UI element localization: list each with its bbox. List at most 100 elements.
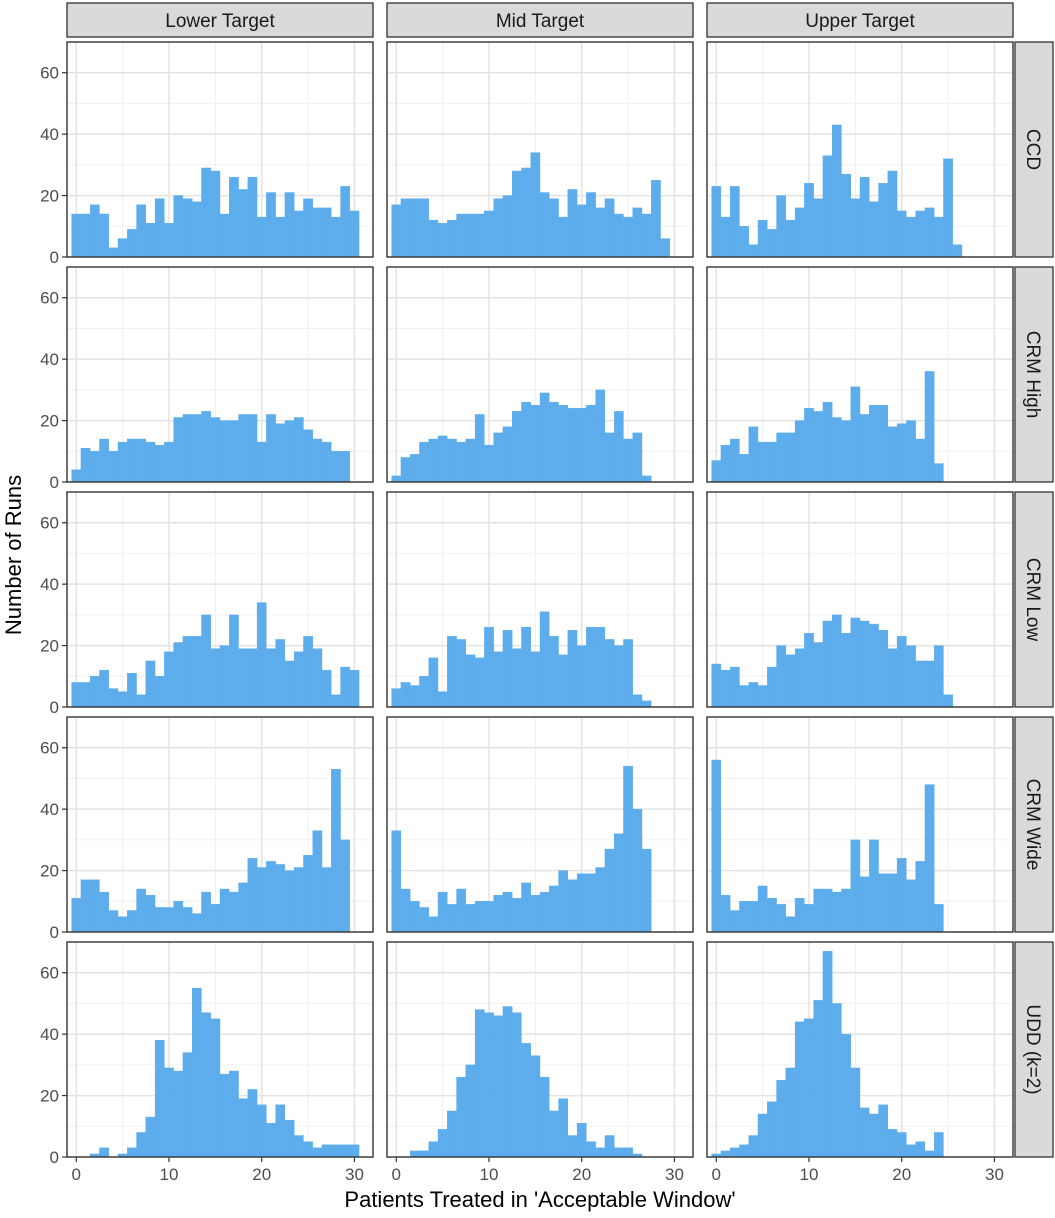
histogram-bar xyxy=(474,213,485,258)
histogram-bar xyxy=(767,666,777,708)
histogram-bar xyxy=(201,891,211,933)
histogram-bar xyxy=(623,765,633,933)
histogram-bar xyxy=(437,691,448,708)
histogram-bar xyxy=(182,1052,193,1158)
histogram-bar xyxy=(641,475,652,483)
histogram-bar xyxy=(145,660,156,708)
histogram-bar xyxy=(869,623,879,708)
histogram-bar xyxy=(99,669,109,708)
histogram-bar xyxy=(539,611,550,708)
histogram-bar xyxy=(312,207,323,258)
histogram-bar xyxy=(850,1067,861,1158)
panel-crm-low-lower-target xyxy=(66,491,374,708)
histogram-bar xyxy=(794,1021,805,1158)
histogram-bar xyxy=(539,891,550,933)
histogram-bar xyxy=(321,669,332,708)
histogram-bar xyxy=(331,769,341,933)
histogram-bar xyxy=(284,870,295,933)
column-strip-label: Mid Target xyxy=(496,11,585,32)
histogram-bar xyxy=(284,1119,295,1158)
histogram-bar xyxy=(238,189,249,258)
histogram-bar xyxy=(850,386,861,483)
histogram-bar xyxy=(924,660,935,708)
histogram-bar xyxy=(632,432,643,483)
histogram-bar xyxy=(247,1089,258,1158)
histogram-bar xyxy=(437,1129,448,1158)
histogram-bar xyxy=(247,648,258,708)
panel-border xyxy=(706,491,1014,708)
y-tick-label: 20 xyxy=(40,1087,59,1106)
histogram-bar xyxy=(229,176,239,258)
histogram-bar xyxy=(521,882,531,933)
histogram-bar xyxy=(623,438,633,483)
histogram-bar xyxy=(859,620,870,708)
histogram-bar xyxy=(785,654,796,708)
y-tick-label: 40 xyxy=(40,125,59,144)
histogram-bar xyxy=(502,195,513,258)
histogram-bar xyxy=(136,888,147,933)
histogram-bar xyxy=(757,685,768,708)
histogram-bar xyxy=(641,848,652,933)
x-tick-label: 10 xyxy=(160,1165,179,1184)
histogram-bar xyxy=(182,414,193,483)
histogram-bar xyxy=(502,630,513,708)
histogram-bar xyxy=(896,423,907,483)
histogram-bar xyxy=(99,891,109,933)
histogram-bar xyxy=(641,700,652,708)
histogram-bar xyxy=(831,891,842,933)
histogram-bar xyxy=(511,648,522,708)
histogram-bar xyxy=(576,408,587,483)
histogram-bar xyxy=(576,1123,587,1158)
panel-crm-wide-upper-target xyxy=(706,716,1014,933)
histogram-bar xyxy=(859,176,870,258)
histogram-bar xyxy=(419,907,429,933)
histogram-bar xyxy=(266,192,276,258)
histogram-bar xyxy=(428,1141,439,1158)
histogram-bar xyxy=(99,213,109,258)
panel-crm-low-upper-target xyxy=(706,491,1014,708)
histogram-bar xyxy=(419,441,429,483)
x-tick-label: 30 xyxy=(665,1165,684,1184)
histogram-bar xyxy=(567,408,578,483)
histogram-bar xyxy=(465,1064,476,1158)
x-axis-mid-target: 0 10 20 30 xyxy=(392,1157,684,1184)
histogram-bar xyxy=(586,1141,596,1158)
column-strip-label: Upper Target xyxy=(805,11,915,32)
panel-border xyxy=(66,716,374,933)
histogram-bar xyxy=(484,1012,494,1158)
histogram-bar xyxy=(776,904,787,933)
histogram-bar xyxy=(127,1147,137,1158)
panel-udd-k-2-upper-target xyxy=(706,941,1014,1158)
histogram-bar xyxy=(201,167,211,258)
histogram-bar xyxy=(474,901,485,933)
histogram-bar xyxy=(145,223,156,258)
histogram-bar xyxy=(729,910,740,933)
histogram-bar xyxy=(71,469,82,483)
histogram-bar xyxy=(229,614,239,708)
histogram-bar xyxy=(400,682,411,708)
histogram-bar xyxy=(549,885,559,933)
histogram-bar xyxy=(604,1135,615,1158)
x-tick-label: 0 xyxy=(72,1165,81,1184)
histogram-bar xyxy=(400,457,411,483)
histogram-bar xyxy=(117,916,128,933)
histogram-bar xyxy=(613,645,624,708)
histogram-bar xyxy=(331,1144,341,1158)
histogram-bar xyxy=(549,401,559,483)
histogram-bar xyxy=(943,158,953,258)
histogram-bar xyxy=(127,438,137,483)
y-tick-label: 40 xyxy=(40,575,59,594)
histogram-bar xyxy=(145,441,156,483)
histogram-bar xyxy=(312,830,323,933)
histogram-bar xyxy=(182,907,193,933)
histogram-bar xyxy=(238,882,249,933)
histogram-bar xyxy=(739,685,749,708)
histogram-bar xyxy=(391,475,402,483)
histogram-bar xyxy=(729,186,740,258)
histogram-bar xyxy=(154,907,165,933)
histogram-bar xyxy=(173,195,184,258)
histogram-bar xyxy=(933,216,944,258)
y-tick-label: 0 xyxy=(50,1148,59,1167)
histogram-bar xyxy=(859,876,870,933)
